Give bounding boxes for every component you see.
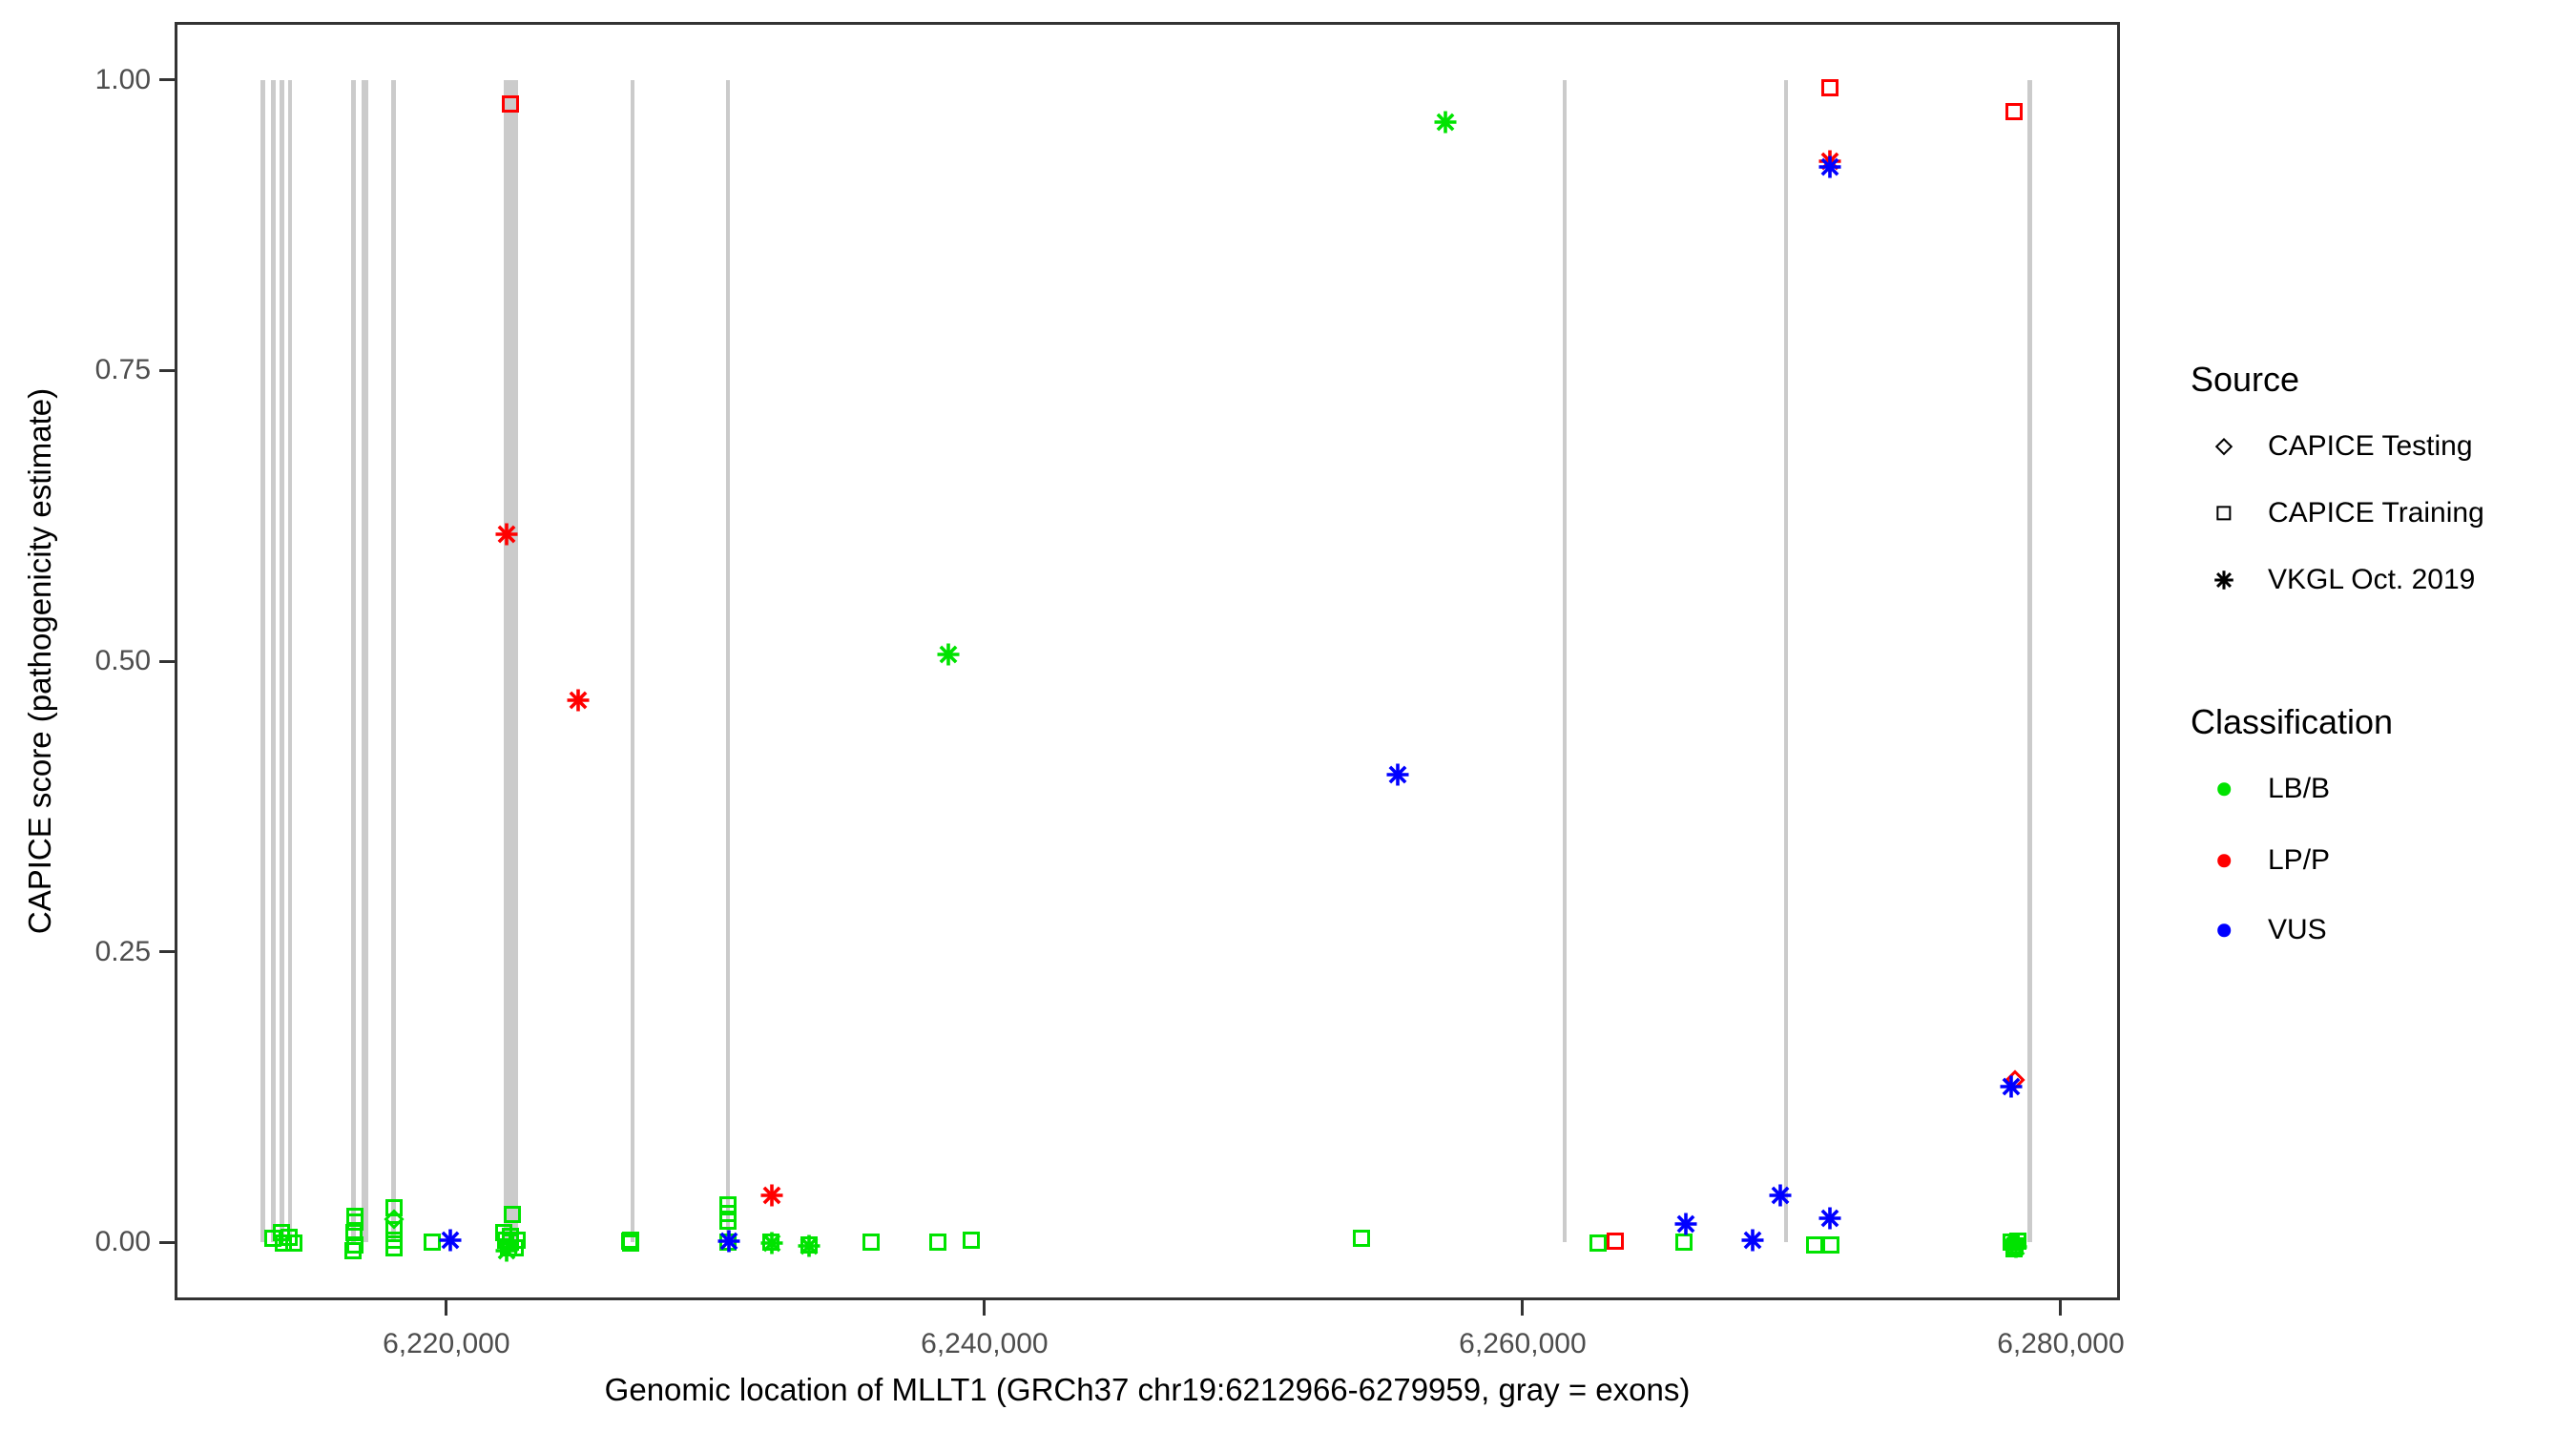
y-tick-mark xyxy=(159,659,175,663)
y-tick-label: 1.00 xyxy=(94,63,151,95)
legend-classification-title: Classification xyxy=(2191,702,2394,741)
data-point xyxy=(1739,1227,1765,1253)
y-tick-mark xyxy=(159,1240,175,1244)
x-tick-label: 6,280,000 xyxy=(1997,1328,2125,1359)
x-tick-mark xyxy=(445,1300,448,1316)
legend-source-item-key-open-diamond-icon xyxy=(2214,437,2233,456)
x-axis-label: Genomic location of MLLT1 (GRCh37 chr19:… xyxy=(604,1372,1691,1407)
data-point xyxy=(928,1234,946,1252)
y-tick-label: 0.25 xyxy=(94,935,151,967)
data-point xyxy=(501,95,519,114)
data-point xyxy=(437,1227,463,1253)
x-tick-label: 6,260,000 xyxy=(1459,1328,1587,1359)
exon-band xyxy=(503,79,518,1243)
data-point xyxy=(384,1220,403,1238)
exon-band xyxy=(390,79,396,1243)
data-point xyxy=(343,1241,362,1259)
data-point xyxy=(935,641,961,667)
data-point xyxy=(758,1183,784,1209)
exon-band xyxy=(2026,79,2032,1243)
exon-band xyxy=(725,79,730,1243)
x-tick-label: 6,240,000 xyxy=(921,1328,1049,1359)
data-point xyxy=(1589,1234,1608,1253)
data-point xyxy=(621,1231,639,1249)
exon-band xyxy=(260,79,265,1243)
legend-source-item-label: VKGL Oct. 2019 xyxy=(2268,564,2476,595)
legend-classification-item-key-dot-icon xyxy=(2217,854,2231,867)
data-point xyxy=(1998,1073,2024,1099)
y-tick-mark xyxy=(159,78,175,82)
y-tick-mark xyxy=(159,368,175,372)
exon-band xyxy=(1783,79,1788,1243)
data-point xyxy=(1672,1211,1698,1236)
exon-band xyxy=(287,79,292,1243)
data-point xyxy=(284,1234,302,1253)
data-point xyxy=(2005,102,2023,120)
y-tick-label: 0.75 xyxy=(94,354,151,386)
data-point xyxy=(716,1228,741,1254)
data-point xyxy=(1767,1183,1793,1209)
legend-classification-item-label: LP/P xyxy=(2268,844,2331,876)
data-point xyxy=(1352,1230,1370,1248)
data-point xyxy=(384,1239,403,1257)
y-tick-mark xyxy=(159,950,175,954)
data-point xyxy=(345,1213,364,1232)
data-point xyxy=(862,1234,880,1252)
data-point xyxy=(494,1237,520,1263)
legend-source-item-key-asterisk-icon xyxy=(2212,569,2235,591)
data-point xyxy=(1607,1232,1625,1250)
data-point xyxy=(565,688,591,714)
x-tick-mark xyxy=(983,1300,987,1316)
data-point xyxy=(1820,79,1839,97)
data-point xyxy=(384,1209,405,1230)
legend-classification-item-key-dot-icon xyxy=(2217,782,2231,796)
data-point xyxy=(797,1233,822,1258)
exon-band xyxy=(361,79,368,1243)
x-tick-mark xyxy=(2059,1300,2063,1316)
exon-band xyxy=(270,79,276,1243)
data-point xyxy=(1817,1205,1842,1231)
data-point xyxy=(1822,1235,1840,1254)
data-point xyxy=(423,1234,441,1252)
data-point xyxy=(344,1224,363,1242)
data-point xyxy=(2004,1234,2029,1259)
data-point xyxy=(384,1198,403,1216)
legend-classification-item-label: LB/B xyxy=(2268,773,2331,804)
legend-classification-item-key-dot-icon xyxy=(2217,923,2231,937)
data-point xyxy=(759,1231,785,1256)
data-point xyxy=(493,522,519,548)
data-point xyxy=(962,1231,980,1249)
legend-source-item-key-open-square-icon xyxy=(2216,506,2232,521)
exon-band xyxy=(630,79,634,1243)
exon-band xyxy=(350,79,356,1243)
data-point xyxy=(1817,155,1842,180)
legend-source-item-label: CAPICE Testing xyxy=(2268,430,2473,462)
exon-band xyxy=(1562,79,1567,1243)
data-point xyxy=(1806,1235,1824,1254)
y-tick-label: 0.00 xyxy=(94,1226,151,1258)
legend-source-item-label: CAPICE Training xyxy=(2268,497,2484,529)
legend-classification-item-label: VUS xyxy=(2268,914,2327,945)
data-point xyxy=(1384,762,1410,788)
legend-source-title: Source xyxy=(2191,360,2300,399)
data-point xyxy=(503,1205,521,1223)
data-point xyxy=(718,1213,737,1231)
data-point xyxy=(1675,1234,1693,1252)
y-tick-label: 0.50 xyxy=(94,645,151,676)
x-tick-label: 6,220,000 xyxy=(383,1328,510,1359)
y-axis-label: CAPICE score (pathogenicity estimate) xyxy=(22,387,57,935)
exon-band xyxy=(279,79,284,1243)
plot-panel xyxy=(175,22,2120,1300)
x-tick-mark xyxy=(1521,1300,1525,1316)
data-point xyxy=(1432,109,1458,135)
